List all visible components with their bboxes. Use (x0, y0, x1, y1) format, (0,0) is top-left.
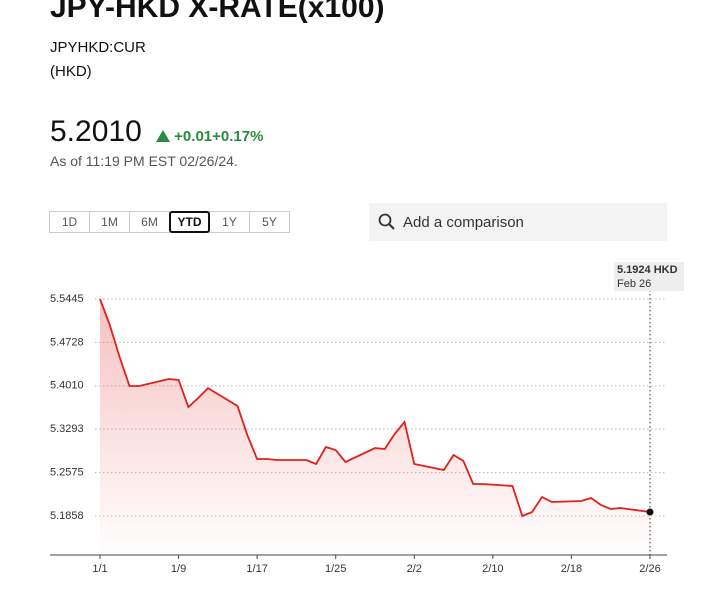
x-tick-label: 2/26 (639, 563, 660, 575)
x-tick-label: 2/2 (407, 563, 422, 575)
search-icon (378, 213, 395, 230)
as-of: As of 11:19 PM EST 02/26/24. (50, 153, 238, 169)
page-title: JPY-HKD X-RATE(x100) (50, 0, 385, 24)
x-tick-label: 2/18 (561, 563, 582, 575)
line (99, 298, 651, 518)
y-tick-label: 5.4728 (50, 336, 84, 348)
comparison-search[interactable]: Add a comparison (369, 203, 667, 241)
up-arrow (156, 130, 170, 142)
range-button[interactable]: 1D (49, 211, 90, 233)
change-value: +0.01 (174, 128, 213, 145)
change: +0.01+0.17% (156, 128, 263, 145)
y-tick-label: 5.4010 (50, 380, 84, 392)
range-button[interactable]: 5Y (249, 211, 290, 233)
last-point (646, 508, 654, 516)
tooltip-value: 5.1924 HKD (617, 264, 678, 276)
y-tick-label: 5.5445 (50, 293, 84, 305)
x-tick-label: 1/17 (246, 563, 267, 575)
y-tick-label: 5.1858 (50, 510, 84, 522)
range-buttons: 1D 1M 6M YTD 1Y 5Y (49, 211, 290, 233)
x-tick-label: 1/1 (92, 563, 107, 575)
x-tick-label: 1/9 (171, 563, 186, 575)
change-percent: +0.17% (212, 128, 264, 145)
tooltip-box (614, 262, 684, 291)
area-fill (100, 299, 650, 555)
ticker: JPYHKD:CUR (50, 39, 146, 56)
y-tick-label: 5.3293 (50, 423, 84, 435)
price: 5.2010 (50, 115, 142, 148)
tooltip-date: Feb 26 (617, 278, 651, 290)
x-tick-label: 2/10 (482, 563, 503, 575)
currency: (HKD) (50, 63, 92, 80)
x-tick-label: 1/25 (325, 563, 346, 575)
range-button[interactable]: 1M (89, 211, 130, 233)
y-tick-label: 5.2575 (50, 467, 84, 479)
range-button[interactable]: 1Y (209, 211, 250, 233)
search-placeholder[interactable]: Add a comparison (403, 213, 524, 231)
range-button[interactable]: YTD (169, 211, 210, 233)
range-button[interactable]: 6M (129, 211, 170, 233)
